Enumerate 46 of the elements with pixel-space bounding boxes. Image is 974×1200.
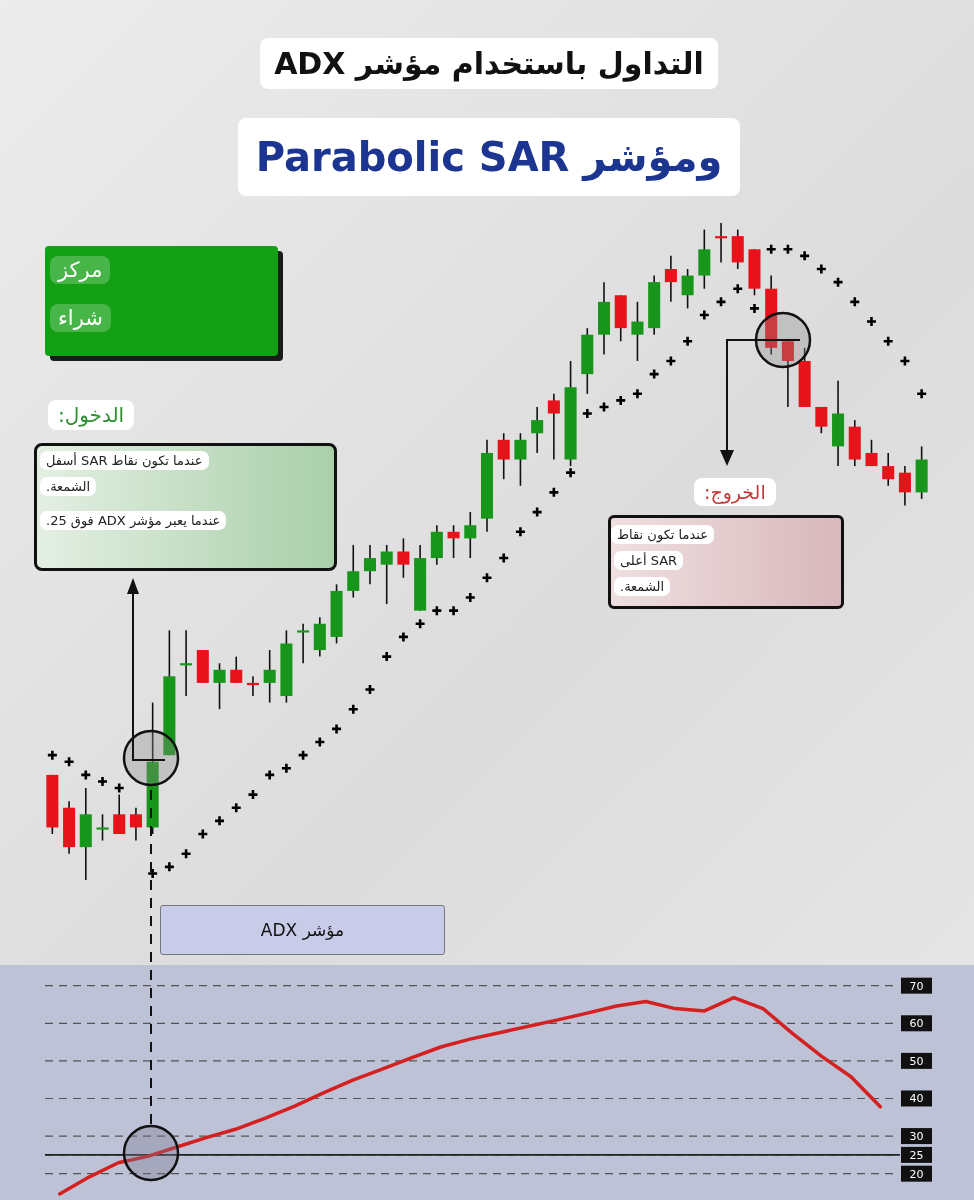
candlestick — [380, 544, 393, 605]
candlestick — [213, 662, 226, 710]
candlestick — [898, 465, 911, 507]
annotation: عندما تكون نقاط SAR أسفل الشمعة. — [40, 451, 209, 496]
y-tick-label: 60 — [909, 1017, 924, 1031]
candlestick — [497, 432, 510, 481]
y-tick-label: 25 — [909, 1148, 924, 1162]
annotation: الخروج: — [694, 478, 776, 506]
annotation: مركز — [50, 256, 111, 284]
candlestick — [531, 406, 544, 454]
y-tick-label: 30 — [909, 1130, 924, 1144]
annotation: عندما تكون نقاط SAR أعلى الشمعة. — [611, 525, 714, 596]
annotation: شراء — [50, 304, 111, 332]
y-tick-label: 40 — [909, 1092, 924, 1106]
y-tick-label: 70 — [909, 979, 924, 993]
candlestick — [664, 255, 677, 303]
candlestick — [547, 393, 560, 461]
candlestick — [882, 452, 895, 487]
candlestick — [447, 524, 460, 559]
candlestick — [464, 511, 477, 559]
candlestick — [297, 622, 310, 664]
annotation: عندما يعبر مؤشر ADX فوق 25. — [40, 511, 227, 530]
candlestick — [681, 268, 694, 310]
candlestick — [129, 806, 142, 842]
candlestick — [180, 629, 193, 697]
chart-title: مؤشر ADX — [160, 905, 445, 955]
y-tick-label: 20 — [909, 1167, 924, 1181]
candlestick — [781, 340, 794, 408]
chart-title: التداول باستخدام مؤشر ADX — [260, 38, 718, 89]
line-series — [57, 995, 883, 1196]
candlestick — [865, 439, 878, 467]
candlestick — [96, 813, 109, 842]
candlestick — [815, 406, 828, 435]
candlestick — [631, 301, 644, 362]
y-tick-label: 50 — [909, 1054, 924, 1068]
candlestick — [514, 432, 527, 487]
candlestick — [263, 649, 276, 704]
candlestick — [347, 544, 360, 599]
candlestick — [363, 544, 376, 586]
candlestick — [113, 793, 126, 835]
chart-subtitle: ومؤشر Parabolic SAR — [238, 118, 740, 196]
candlestick — [397, 537, 410, 579]
candlestick — [230, 655, 243, 684]
candlestick — [715, 222, 728, 264]
candlestick — [246, 675, 259, 697]
annotation: الدخول: — [48, 400, 135, 430]
